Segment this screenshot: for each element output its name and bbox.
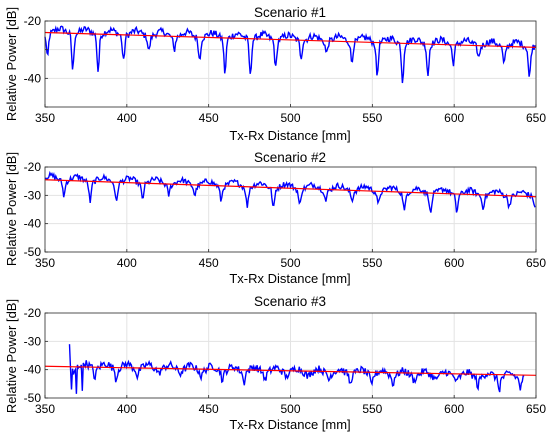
y-tick-label: -50 — [24, 391, 42, 405]
y-tick-label: -40 — [24, 71, 42, 85]
x-tick-label: 500 — [280, 111, 300, 125]
x-tick-label: 500 — [280, 402, 300, 416]
x-tick-label: 650 — [526, 256, 546, 270]
y-axis-label: Relative Power [dB] — [4, 152, 19, 266]
x-tick-label: 550 — [362, 256, 382, 270]
x-tick-label: 450 — [199, 111, 219, 125]
y-axis-label: Relative Power [dB] — [4, 7, 19, 121]
x-tick-label: 400 — [117, 111, 137, 125]
x-tick-label: 650 — [526, 111, 546, 125]
panel-scenario-1: Scenario #1 Relative Power [dB] Tx-Rx Di… — [4, 5, 546, 143]
y-tick-label: -20 — [24, 160, 42, 174]
y-tick-label: -30 — [24, 188, 42, 202]
x-tick-label: 350 — [35, 402, 55, 416]
panel-scenario-2: Scenario #2 Relative Power [dB] Tx-Rx Di… — [4, 150, 546, 286]
panel-scenario-3: Scenario #3 Relative Power [dB] Tx-Rx Di… — [4, 294, 546, 432]
panel-title: Scenario #3 — [254, 294, 326, 309]
x-axis-label: Tx-Rx Distance [mm] — [229, 128, 350, 143]
x-tick-label: 550 — [362, 402, 382, 416]
x-tick-label: 650 — [526, 402, 546, 416]
y-tick-label: -40 — [24, 217, 42, 231]
panel-title: Scenario #1 — [254, 5, 326, 20]
x-tick-label: 350 — [35, 111, 55, 125]
x-tick-label: 400 — [117, 402, 137, 416]
series-line-fit — [44, 31, 537, 48]
panel-title: Scenario #2 — [254, 150, 326, 165]
y-tick-label: -40 — [24, 363, 42, 377]
series-line-measured — [44, 25, 536, 84]
y-axis-label: Relative Power [dB] — [4, 299, 19, 413]
x-tick-label: 350 — [35, 256, 55, 270]
x-tick-label: 600 — [444, 402, 464, 416]
x-tick-label: 400 — [117, 256, 137, 270]
x-tick-label: 450 — [199, 256, 219, 270]
y-tick-label: -50 — [24, 245, 42, 259]
series-line-fit — [44, 365, 537, 376]
x-tick-label: 600 — [444, 111, 464, 125]
series-line-measured — [68, 344, 525, 394]
y-tick-label: -20 — [24, 306, 42, 320]
series-line-fit — [44, 179, 537, 198]
x-tick-label: 450 — [199, 402, 219, 416]
y-tick-label: -20 — [24, 14, 42, 28]
x-tick-label: 550 — [362, 111, 382, 125]
y-tick-label: -30 — [24, 334, 42, 348]
x-tick-label: 500 — [280, 256, 300, 270]
x-axis-label: Tx-Rx Distance [mm] — [229, 271, 350, 286]
x-axis-label: Tx-Rx Distance [mm] — [229, 417, 350, 432]
x-tick-label: 600 — [444, 256, 464, 270]
